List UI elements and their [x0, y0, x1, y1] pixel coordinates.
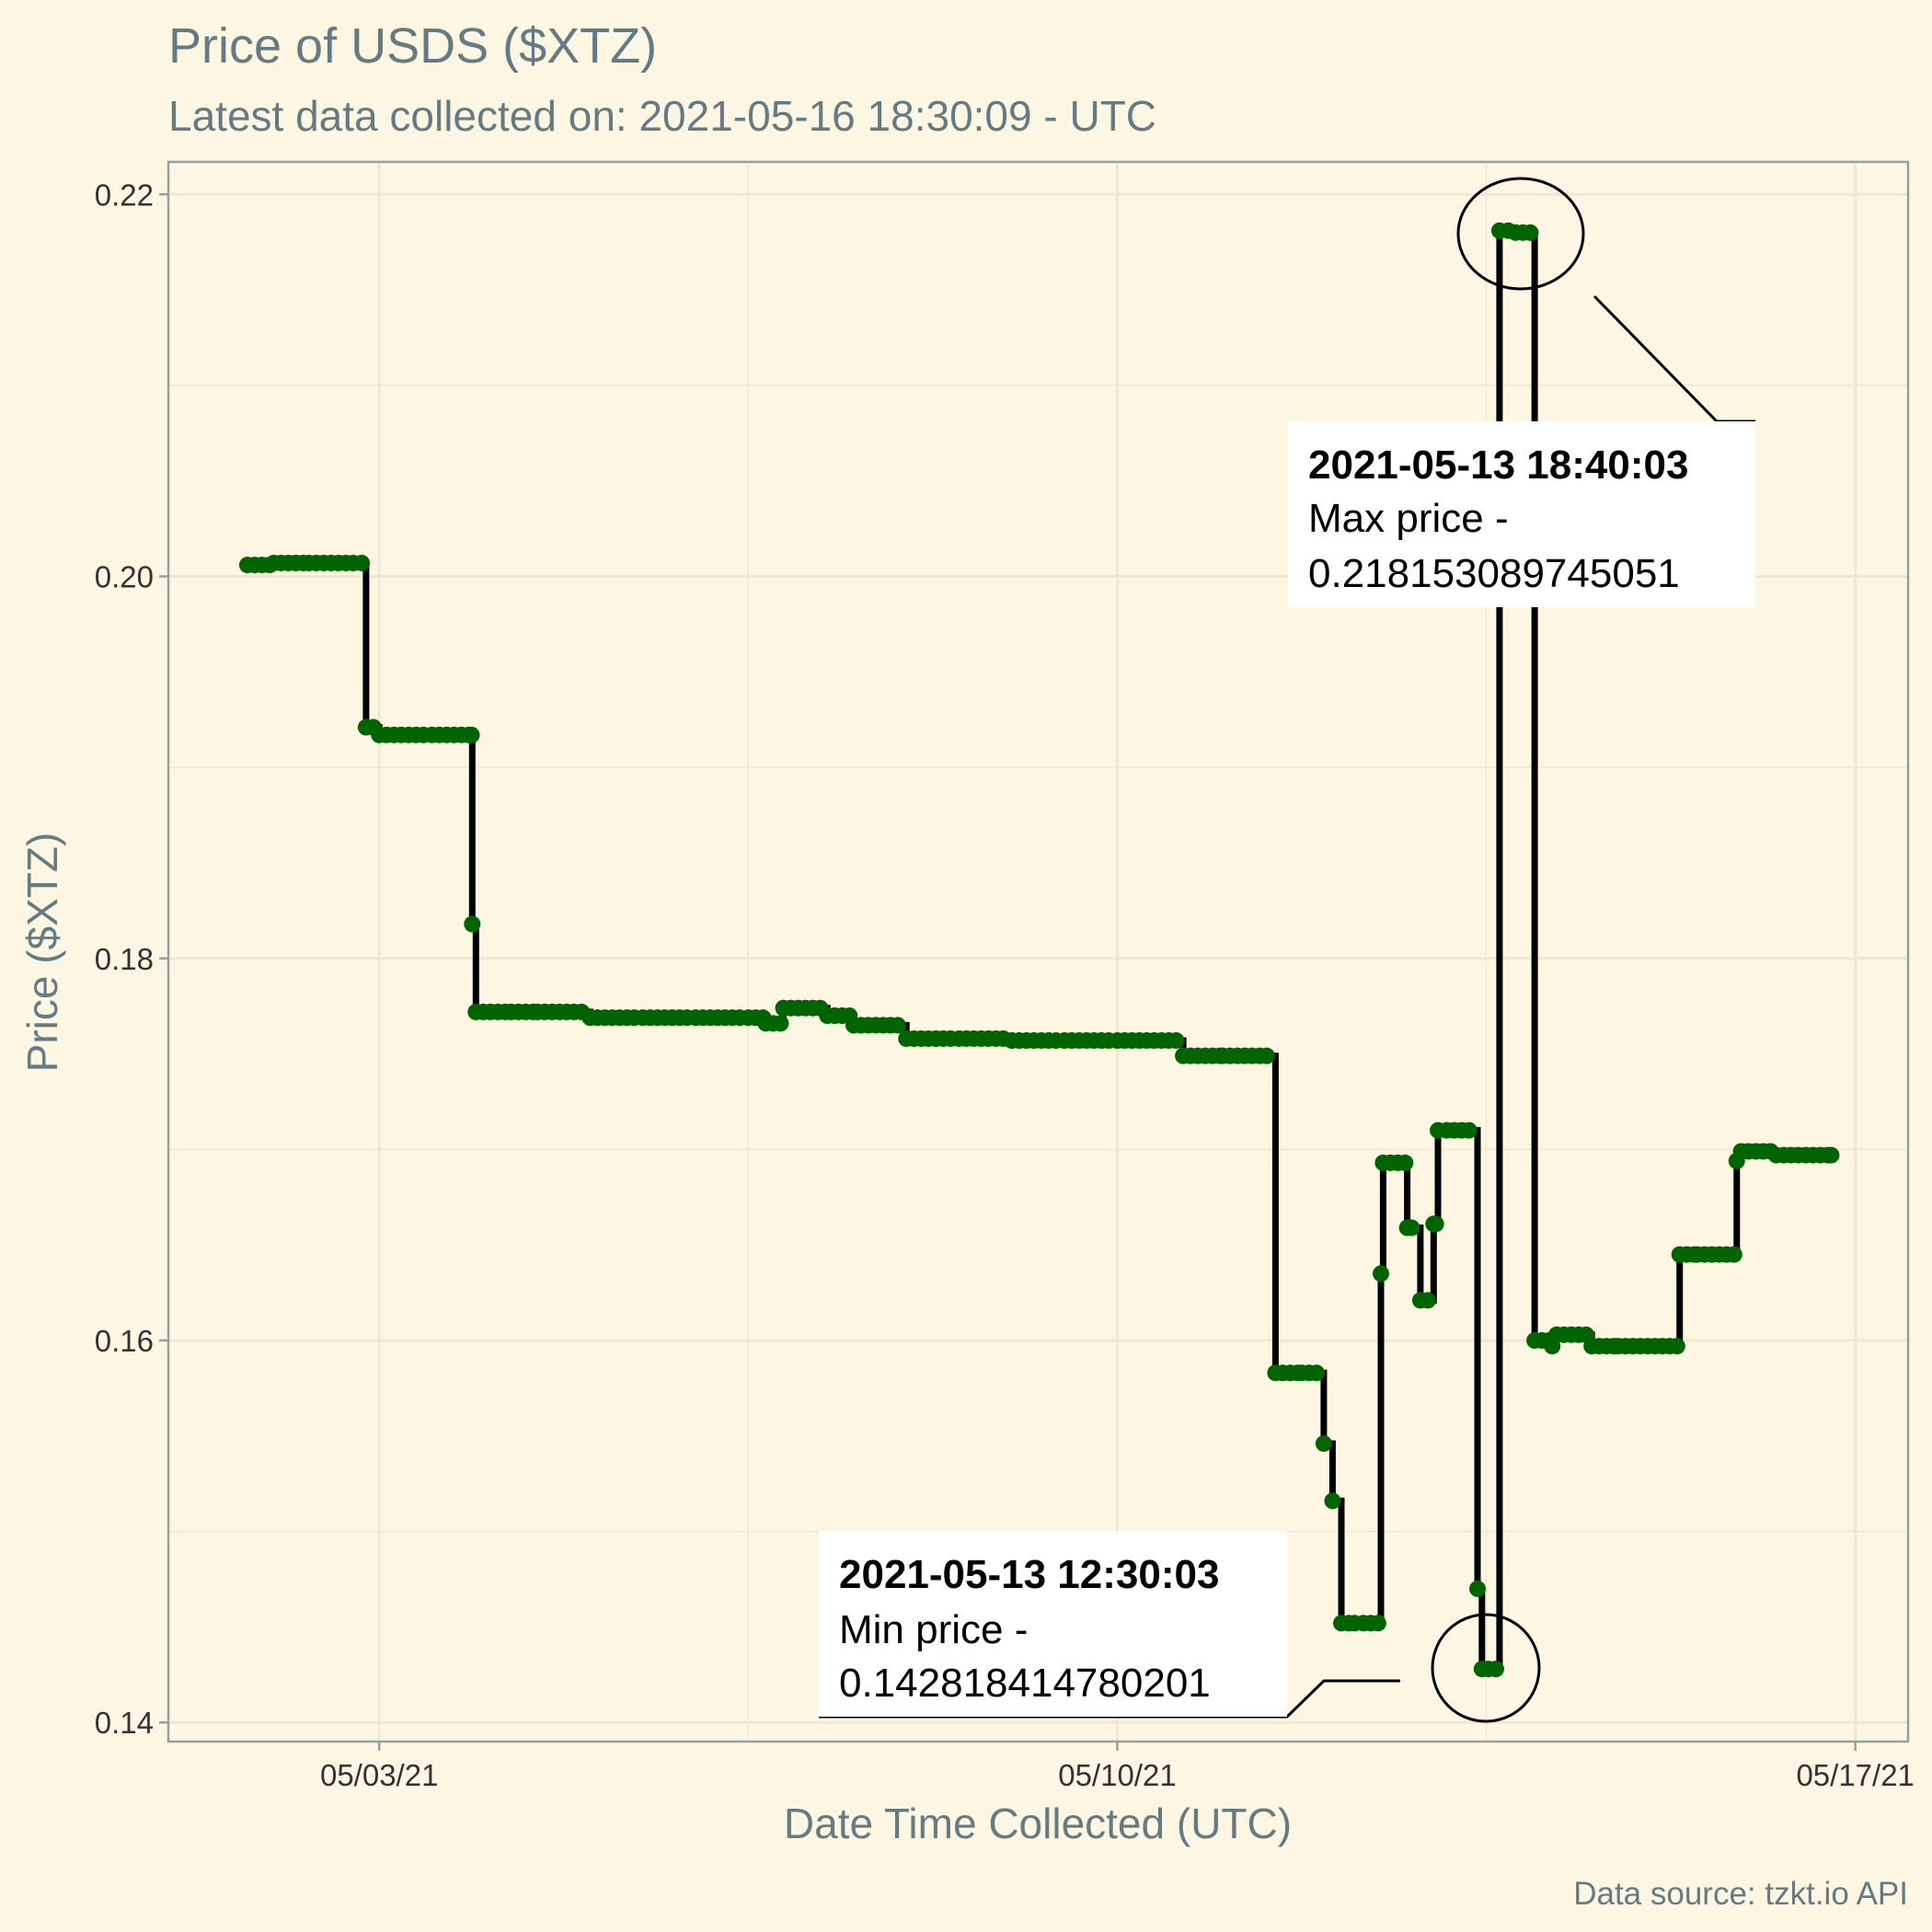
- data-point: [1460, 1121, 1478, 1139]
- y-tick-label: 0.22: [95, 178, 154, 212]
- y-tick-label: 0.18: [95, 942, 154, 976]
- data-point: [1369, 1615, 1386, 1632]
- y-axis-title: Price ($XTZ): [18, 833, 66, 1073]
- x-tick-label: 05/17/21: [1796, 1758, 1914, 1792]
- y-tick-label: 0.14: [95, 1706, 154, 1740]
- min-annotation-value: 0.142818414780201: [839, 1661, 1211, 1706]
- data-point: [772, 1015, 789, 1032]
- data-point: [1315, 1435, 1332, 1453]
- x-axis-title: Date Time Collected (UTC): [784, 1800, 1292, 1847]
- max-price-annotation: 2021-05-13 18:40:03 Max price - 0.218153…: [1288, 177, 1755, 607]
- data-point: [1397, 1154, 1414, 1171]
- max-highlight-circle: [1456, 177, 1585, 291]
- grid-minor-lines: [168, 162, 1908, 1742]
- data-point: [1308, 1364, 1326, 1382]
- chart-title: Price of USDS ($XTZ): [168, 18, 657, 74]
- data-point: [1823, 1146, 1840, 1164]
- data-point: [1167, 1032, 1185, 1050]
- max-annotation-box: [1288, 421, 1755, 607]
- data-point: [889, 1017, 906, 1034]
- data-point: [1324, 1492, 1341, 1510]
- data-point: [464, 915, 481, 933]
- max-annotation-label: Max price -: [1308, 496, 1509, 541]
- data-point: [1522, 224, 1539, 241]
- data-point: [463, 726, 480, 743]
- data-point: [1419, 1292, 1436, 1309]
- data-point: [1427, 1215, 1444, 1233]
- data-point: [1258, 1047, 1275, 1064]
- x-axis: 05/03/21 05/10/21 05/17/21: [320, 1742, 1915, 1792]
- min-annotation-label: Min price -: [839, 1607, 1028, 1652]
- y-axis: 0.14 0.16 0.18 0.20 0.22: [95, 178, 168, 1740]
- data-point: [1668, 1338, 1685, 1355]
- data-point: [1469, 1580, 1487, 1597]
- x-tick-label: 05/10/21: [1058, 1758, 1176, 1792]
- data-point: [353, 554, 371, 571]
- plot-panel-border: [167, 160, 1910, 1743]
- data-source-caption: Data source: tzkt.io API: [1573, 1876, 1908, 1912]
- x-tick-label: 05/03/21: [320, 1758, 438, 1792]
- y-tick-label: 0.16: [95, 1324, 154, 1358]
- data-point: [1372, 1265, 1389, 1282]
- min-price-annotation: 2021-05-13 12:30:03 Min price - 0.142818…: [819, 1531, 1541, 1723]
- min-annotation-datetime: 2021-05-13 12:30:03: [839, 1552, 1219, 1597]
- data-point: [1403, 1219, 1420, 1236]
- data-point: [1725, 1246, 1742, 1263]
- y-tick-label: 0.20: [95, 560, 154, 594]
- chart-subtitle: Latest data collected on: 2021-05-16 18:…: [168, 92, 1156, 140]
- max-annotation-datetime: 2021-05-13 18:40:03: [1308, 443, 1688, 488]
- min-highlight-circle: [1431, 1613, 1541, 1723]
- price-points: [238, 222, 1840, 1678]
- data-point: [1487, 1661, 1504, 1678]
- min-annotation-box: [819, 1531, 1287, 1717]
- max-annotation-value: 0.218153089745051: [1308, 551, 1680, 596]
